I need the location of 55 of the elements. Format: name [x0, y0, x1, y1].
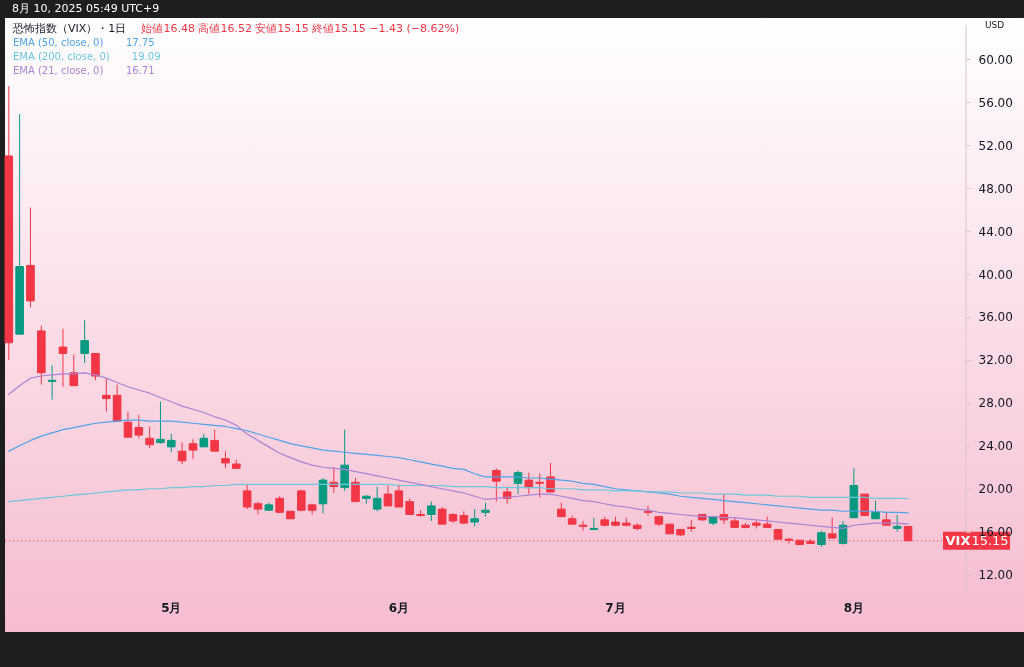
x-tick-label: 5月 [161, 600, 182, 615]
y-axis-title: USD [984, 19, 1005, 30]
candlestick [427, 501, 436, 522]
candlestick [145, 425, 154, 449]
text: EMA (200, close, 0) [13, 51, 110, 62]
y-tick-label: 44.00 [978, 224, 1013, 239]
candlestick [394, 483, 404, 508]
candlestick [80, 319, 89, 364]
x-tick-label: 7月 [605, 600, 626, 615]
y-tick-label: 36.00 [978, 310, 1013, 325]
ref-line-label: VIX [945, 532, 971, 548]
candlestick [156, 401, 165, 445]
y-tick-label: 60.00 [978, 52, 1013, 67]
candlestick [860, 493, 869, 517]
candlestick [242, 483, 252, 510]
candlestick [578, 520, 588, 532]
candlestick [91, 352, 100, 381]
y-tick-label: 20.00 [978, 482, 1013, 497]
candlestick [69, 354, 79, 387]
candlestick [719, 493, 729, 525]
candlestick [318, 477, 328, 514]
candlestick [372, 486, 382, 512]
candlestick [47, 364, 57, 401]
y-tick-label: 28.00 [978, 396, 1013, 411]
candlestick [134, 414, 144, 439]
y-tick-label: 56.00 [978, 95, 1013, 110]
text: EMA (21, close, 0) [13, 65, 104, 76]
candlestick [58, 328, 68, 388]
candlestick [123, 410, 133, 438]
candlestick [351, 477, 360, 503]
text: EMA (50, close, 0) [13, 37, 104, 48]
candlestick [210, 429, 219, 452]
y-tick-label: 52.00 [978, 138, 1013, 153]
candlestick [535, 473, 544, 498]
candlestick [871, 500, 880, 520]
annotation: 始値16.48 高値16.52 安値15.15 終値15.15 −1.43 (−8.62%) [141, 22, 460, 35]
chart-title: 恐怖指数（VIX）・1日 [12, 22, 127, 35]
x-tick-label: 8月 [843, 600, 865, 615]
annotation: 19.09 [131, 51, 161, 62]
candlestick [383, 485, 393, 507]
candlestick [177, 442, 187, 465]
annotation: 16.71 [125, 65, 155, 76]
y-tick-label: 32.00 [978, 353, 1013, 368]
candlestick [102, 377, 111, 412]
y-tick-label: 40.00 [978, 267, 1013, 282]
y-tick-label: 12.00 [978, 568, 1013, 583]
x-tick-label: 6月 [388, 600, 410, 615]
candlestick [188, 438, 198, 460]
candlestick [167, 433, 176, 453]
y-tick-label: 48.00 [978, 181, 1013, 196]
candlestick [340, 429, 349, 492]
text: 8月 10, 2025 05:49 UTC+9 [12, 2, 160, 15]
annotation: 17.75 [125, 37, 155, 48]
y-tick-label: 24.00 [978, 439, 1013, 454]
candlestick [524, 472, 534, 495]
